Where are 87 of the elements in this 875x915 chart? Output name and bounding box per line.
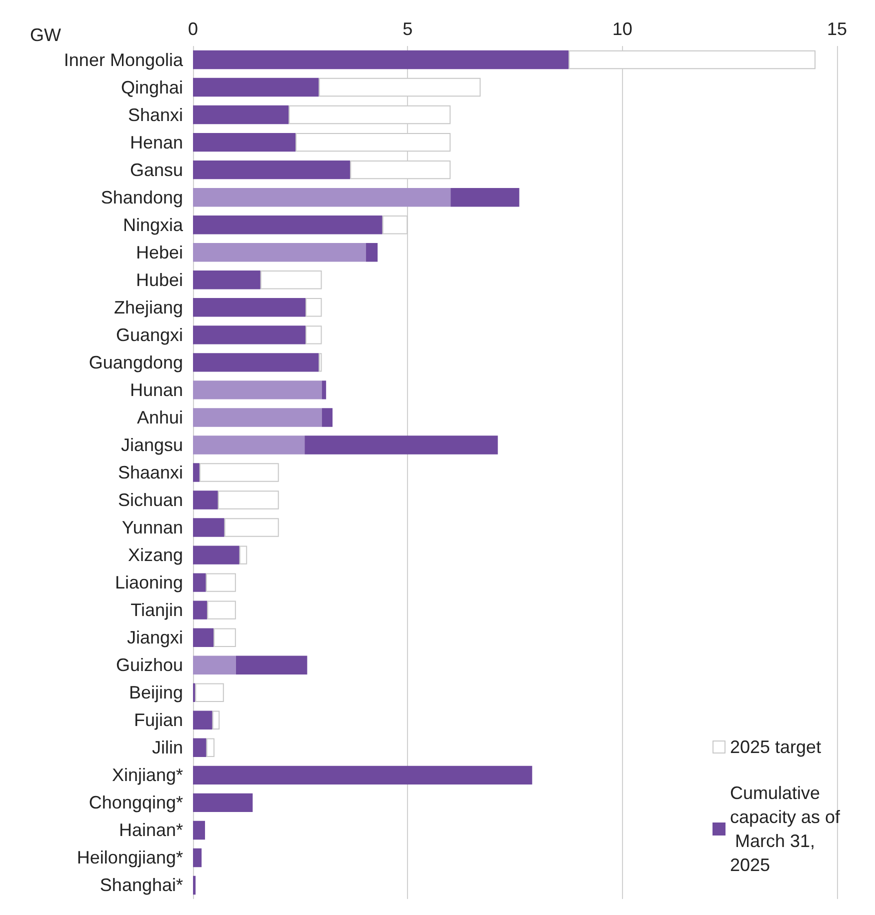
- legend-label: 2025 target: [730, 737, 822, 757]
- y-tick-label: Jiangsu: [120, 434, 183, 455]
- bar: [193, 793, 253, 812]
- bar: [239, 546, 248, 564]
- x-tick-label: 5: [402, 19, 413, 39]
- y-tick-label: Tianjin: [130, 600, 183, 620]
- y-tick-label: Guizhou: [116, 655, 183, 676]
- bar: [193, 216, 382, 234]
- y-tick-label: Shanxi: [128, 104, 183, 125]
- legend-label: Cumulative capacity as of March 31, 2025: [730, 783, 842, 875]
- x-tick-label: 15: [826, 19, 848, 39]
- y-tick-label: Hainan*: [118, 820, 183, 840]
- y-tick-label: Henan: [130, 132, 183, 152]
- y-tick-label: Hebei: [136, 242, 183, 262]
- bar: [193, 656, 236, 674]
- y-tick-label: Shanghai*: [100, 875, 183, 896]
- y-tick-label: Shaanxi: [118, 462, 183, 482]
- bar: [193, 628, 214, 647]
- bar: [206, 738, 214, 758]
- y-tick-label: Inner Mongolia: [64, 50, 184, 70]
- bar: [193, 243, 366, 262]
- bar: [193, 78, 319, 97]
- bar: [193, 298, 306, 317]
- bar: [193, 188, 451, 207]
- bar: [193, 820, 206, 840]
- x-axis-title: GW: [30, 25, 61, 45]
- x-tick-label: 0: [188, 19, 198, 39]
- bar: [214, 628, 236, 647]
- bar: [366, 243, 378, 262]
- bar: [193, 353, 319, 372]
- x-tick-label: 10: [612, 19, 632, 39]
- y-tick-label: Liaoning: [114, 572, 183, 593]
- y-tick-label: Zhejiang: [114, 297, 183, 318]
- y-tick-label: Beijing: [128, 682, 183, 703]
- bar: [207, 600, 236, 620]
- bar: [193, 326, 306, 344]
- bar: [195, 683, 224, 702]
- bar: [193, 738, 206, 758]
- y-tick-label: Ningxia: [122, 214, 184, 235]
- y-tick-label: Shandong: [100, 187, 183, 208]
- y-tick-label: Chongqing*: [88, 792, 183, 813]
- bar: [304, 436, 498, 454]
- bar: [193, 546, 240, 564]
- y-tick-label: Fujian: [134, 710, 183, 730]
- y-tick-label: Hubei: [136, 270, 183, 290]
- bar: [193, 490, 218, 510]
- bar: [236, 656, 308, 674]
- bar: [193, 436, 305, 454]
- bar: [193, 132, 296, 152]
- y-tick-label: Guangxi: [116, 324, 183, 345]
- bar: [193, 380, 322, 400]
- y-tick-label: Gansu: [130, 160, 183, 180]
- bar: [193, 710, 212, 730]
- y-tick-label: Xinjiang*: [112, 765, 183, 786]
- bar: [193, 573, 206, 592]
- y-tick-label: Anhui: [136, 407, 183, 428]
- bar: [260, 270, 322, 290]
- bar: [218, 490, 279, 510]
- bar: [318, 353, 322, 372]
- y-tick-label: Guangdong: [88, 352, 183, 372]
- bar: [305, 298, 322, 317]
- y-tick-label: Jiangxi: [126, 628, 183, 648]
- bar: [193, 50, 569, 70]
- bar: [193, 848, 202, 868]
- y-tick-label: Yunnan: [122, 518, 183, 538]
- y-tick-label: Qinghai: [120, 77, 183, 98]
- y-tick-label: Jilin: [152, 738, 183, 758]
- y-tick-label: Heilongjiang*: [76, 848, 183, 868]
- bar: [212, 710, 220, 730]
- bar: [322, 380, 326, 400]
- bar: [193, 518, 224, 537]
- bar: [305, 326, 322, 344]
- bar: [193, 270, 260, 290]
- y-tick-label: Xizang: [128, 545, 183, 566]
- bar: [193, 160, 350, 180]
- bar: [193, 105, 289, 124]
- bar: [193, 600, 208, 620]
- bar: [199, 463, 279, 482]
- bar: [193, 408, 322, 427]
- bar: [206, 573, 236, 592]
- bar: [193, 463, 200, 482]
- bar: [450, 188, 520, 207]
- bar: [322, 408, 333, 427]
- y-tick-label: Hunan: [130, 380, 183, 400]
- y-tick-label: Sichuan: [118, 490, 183, 510]
- bar: [224, 518, 279, 537]
- bar: [193, 766, 532, 785]
